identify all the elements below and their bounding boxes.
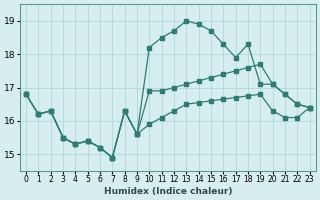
X-axis label: Humidex (Indice chaleur): Humidex (Indice chaleur) (104, 187, 232, 196)
